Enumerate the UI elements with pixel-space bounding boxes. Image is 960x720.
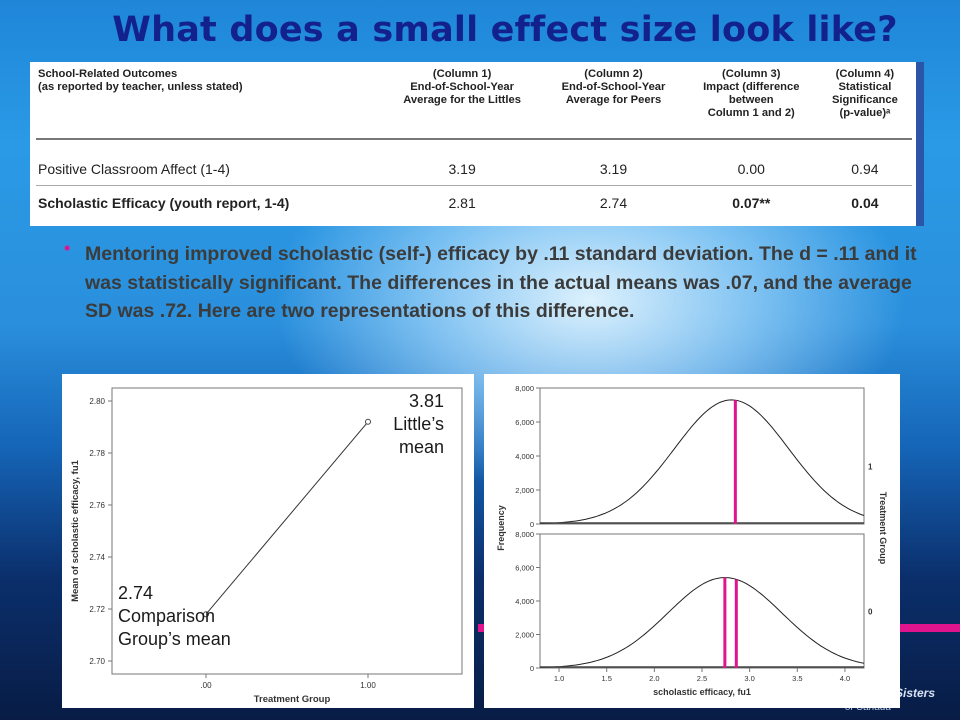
header-outcomes: School-Related Outcomes (as reported by t…	[36, 68, 382, 140]
littles-mean-label: 3.81 Little’s mean	[393, 391, 444, 457]
header-col3: (Column 3) Impact (difference between Colum…	[684, 68, 818, 140]
cell: 0.94	[817, 152, 912, 186]
accent-streak	[870, 624, 960, 632]
x-tick-label: 3.0	[744, 674, 754, 683]
x-tick-label: 2.5	[697, 674, 707, 683]
cell: 0.07**	[732, 194, 771, 211]
x-tick-label: 4.0	[840, 674, 850, 683]
y-tick-label: 2.76	[89, 501, 105, 510]
x-tick-label: 1.5	[601, 674, 611, 683]
footer-brand: Sisters	[895, 686, 936, 700]
series-line	[205, 421, 369, 615]
density-curve	[539, 577, 865, 668]
cell: 0.00	[684, 152, 818, 186]
accent-streak	[478, 624, 488, 632]
header-col1: (Column 1) End-of-School-Year Average for …	[382, 68, 543, 140]
x-tick-label: 1.0	[554, 674, 564, 683]
header-col2: (Column 2) End-of-School-Year Average for …	[542, 68, 685, 140]
x-axis-label: scholastic efficacy, fu1	[653, 687, 751, 697]
results-table: School-Related Outcomes (as reported by t…	[36, 68, 912, 219]
cell: 3.19	[382, 152, 543, 186]
distribution-chart: 0 2,000 4,000 6,000 8,000 1 0 2,000 4,000 6,000 8,…	[484, 374, 900, 708]
table-border-accent	[916, 62, 924, 226]
y-tick-label: 2.80	[89, 397, 105, 406]
facet-axis-label: Treatment Group	[878, 492, 888, 565]
x-tick-label: 1.00	[360, 681, 376, 690]
y-tick-label: 4,000	[515, 597, 534, 606]
cell: 3.19	[542, 152, 685, 186]
group-label: 1	[868, 463, 873, 472]
y-tick-label: 6,000	[515, 564, 534, 573]
data-point	[365, 418, 371, 425]
slide-title: What does a small effect size look like?	[112, 10, 898, 50]
facet-frame	[539, 533, 865, 669]
facet-frame	[539, 387, 865, 525]
bullet-text: Mentoring improved scholastic (self-) ef…	[85, 243, 917, 322]
x-tick-label: .00	[200, 681, 212, 690]
row-label: Positive Classroom Affect (1-4)	[36, 152, 382, 186]
comparison-mean-label: 2.74 Comparison Group’s mean	[118, 583, 231, 649]
y-tick-label: 0	[530, 664, 534, 673]
cell: 0.04	[851, 194, 879, 211]
y-tick-label: 8,000	[515, 384, 534, 393]
table-header-row: School-Related Outcomes (as reported by t…	[36, 68, 912, 140]
y-axis-label: Frequency	[496, 505, 506, 551]
table-row: Positive Classroom Affect (1-4) 3.19 3.1…	[36, 152, 912, 186]
plot-frame	[111, 387, 463, 675]
results-table-panel: School-Related Outcomes (as reported by t…	[30, 62, 924, 226]
table-row: Scholastic Efficacy (youth report, 1-4) …	[36, 186, 912, 220]
line-chart-svg: 2.70 2.72 2.74 2.76 2.78 2.80 .00 1.00 Treatment…	[70, 387, 463, 705]
y-tick-label: 0	[530, 520, 534, 529]
distribution-chart-svg: 0 2,000 4,000 6,000 8,000 1 0 2,000 4,000 6,000 8,…	[496, 384, 888, 697]
x-axis-label: Treatment Group	[254, 694, 331, 705]
density-curve	[540, 399, 865, 524]
header-col4: (Column 4) Statistical Significance (p-valu…	[817, 68, 912, 140]
y-tick-label: 2.72	[89, 605, 105, 614]
y-tick-label: 8,000	[515, 530, 534, 539]
x-tick-label: 2.0	[649, 674, 659, 683]
cell: 2.81	[448, 194, 476, 211]
means-line-chart: 2.70 2.72 2.74 2.76 2.78 2.80 .00 1.00 Treatment…	[62, 374, 474, 708]
group-label: 0	[868, 607, 873, 616]
y-tick-label: 2.78	[89, 449, 105, 458]
y-axis-label: Mean of scholastic efficacy, fu1	[70, 459, 81, 602]
y-tick-label: 6,000	[515, 418, 534, 427]
cell: 2.74	[599, 194, 628, 211]
y-tick-label: 2.70	[89, 657, 105, 666]
y-tick-label: 2,000	[515, 486, 534, 495]
y-tick-label: 2,000	[515, 631, 534, 640]
bullet-icon: •	[64, 238, 71, 258]
data-point	[203, 611, 209, 618]
y-tick-label: 2.74	[89, 553, 105, 562]
x-tick-label: 3.5	[792, 674, 802, 683]
y-tick-label: 4,000	[515, 452, 534, 461]
row-label: Scholastic Efficacy (youth report, 1-4)	[38, 194, 290, 211]
